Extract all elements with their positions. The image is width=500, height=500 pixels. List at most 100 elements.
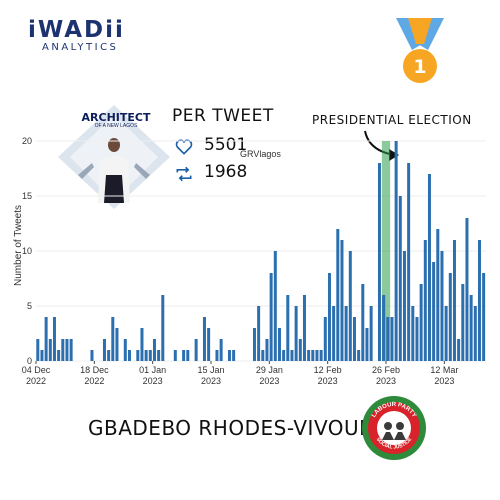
data-bar xyxy=(152,339,156,361)
data-bar xyxy=(294,306,298,361)
data-bar xyxy=(482,273,486,361)
y-tick-label: 15 xyxy=(22,191,32,201)
candidate-poster-image xyxy=(58,105,170,209)
data-bar xyxy=(265,339,269,361)
annotation-arrow-icon xyxy=(364,130,399,161)
data-bar xyxy=(107,350,111,361)
data-bar xyxy=(402,251,406,361)
data-bar xyxy=(440,251,444,361)
data-bar xyxy=(182,350,186,361)
data-bar xyxy=(232,350,236,361)
x-tick-label: 29 Jan xyxy=(256,365,283,375)
data-bar xyxy=(348,251,352,361)
data-bar xyxy=(269,273,273,361)
data-bar xyxy=(157,350,161,361)
data-bar xyxy=(57,350,61,361)
data-bar xyxy=(394,141,398,361)
x-tick-year-label: 2023 xyxy=(201,376,221,386)
x-tick-label: 12 Mar xyxy=(430,365,458,375)
data-bar xyxy=(136,350,140,361)
poster-title: ARCHITECT xyxy=(81,111,151,124)
medal-number: 1 xyxy=(413,56,426,78)
x-tick-year-label: 2023 xyxy=(259,376,279,386)
data-bar xyxy=(298,339,302,361)
data-bar xyxy=(257,306,261,361)
data-bar xyxy=(415,317,419,361)
data-bar xyxy=(36,339,40,361)
data-bar xyxy=(361,284,365,361)
data-bar xyxy=(436,229,440,361)
data-bar xyxy=(219,339,223,361)
data-bar xyxy=(390,317,394,361)
data-bar xyxy=(448,273,452,361)
retweets-count: 1968 xyxy=(204,162,248,182)
y-tick-label: 20 xyxy=(22,136,32,146)
data-bar xyxy=(427,174,431,361)
data-bar xyxy=(186,350,190,361)
x-tick-label: 04 Dec xyxy=(22,365,51,375)
data-bar xyxy=(369,306,373,361)
data-bar xyxy=(357,350,361,361)
data-bar xyxy=(302,295,306,361)
data-bar xyxy=(477,240,481,361)
data-bar xyxy=(61,339,65,361)
data-bar xyxy=(194,339,198,361)
data-bar xyxy=(473,306,477,361)
data-bar xyxy=(465,218,469,361)
brand-subtitle: ANALYTICS xyxy=(42,42,119,53)
data-bar xyxy=(286,295,290,361)
data-bar xyxy=(207,328,211,361)
data-bar xyxy=(111,317,115,361)
data-bar xyxy=(161,295,165,361)
data-bar xyxy=(423,240,427,361)
data-bar xyxy=(48,339,52,361)
data-bar xyxy=(261,350,265,361)
data-bar xyxy=(44,317,48,361)
data-bar xyxy=(344,306,348,361)
data-bar xyxy=(69,339,73,361)
data-bar xyxy=(469,295,473,361)
x-tick-year-label: 2023 xyxy=(143,376,163,386)
brand-logo: iWADii ANALYTICS xyxy=(28,18,125,53)
election-highlight-band xyxy=(381,141,391,361)
data-bar xyxy=(123,339,127,361)
x-tick-year-label: 2023 xyxy=(318,376,338,386)
data-bar xyxy=(140,328,144,361)
data-bar xyxy=(452,240,456,361)
data-bar xyxy=(444,306,448,361)
x-tick-label: 12 Feb xyxy=(314,365,342,375)
data-bar xyxy=(252,328,256,361)
data-bar xyxy=(457,339,461,361)
per-tweet-heading: PER TWEET xyxy=(172,106,274,126)
data-bar xyxy=(419,284,423,361)
data-bar xyxy=(127,350,131,361)
data-bar xyxy=(327,273,331,361)
data-bar xyxy=(386,317,390,361)
data-bar xyxy=(115,328,119,361)
data-bar xyxy=(411,306,415,361)
retweet-icon xyxy=(176,166,192,182)
data-bar xyxy=(52,317,56,361)
data-bar xyxy=(352,317,356,361)
data-bar xyxy=(432,262,436,361)
data-bar xyxy=(311,350,315,361)
candidate-name: GBADEBO RHODES-VIVOUR xyxy=(88,416,374,440)
x-tick-year-label: 2023 xyxy=(434,376,454,386)
data-bar xyxy=(282,350,286,361)
data-bar xyxy=(340,240,344,361)
data-bar xyxy=(202,317,206,361)
poster-subtitle: OF A NEW LAGOS xyxy=(94,123,138,129)
brand-name: iWADii xyxy=(28,17,125,43)
x-tick-label: 01 Jan xyxy=(139,365,166,375)
twitter-handle: GRVlagos xyxy=(240,149,281,159)
data-bar xyxy=(273,251,277,361)
x-tick-label: 26 Feb xyxy=(372,365,400,375)
data-bar xyxy=(173,350,177,361)
x-tick-label: 15 Jan xyxy=(197,365,224,375)
y-tick-label: 0 xyxy=(27,356,32,366)
data-bar xyxy=(382,295,386,361)
data-bar xyxy=(407,163,411,361)
data-bar xyxy=(315,350,319,361)
data-bar xyxy=(144,350,148,361)
